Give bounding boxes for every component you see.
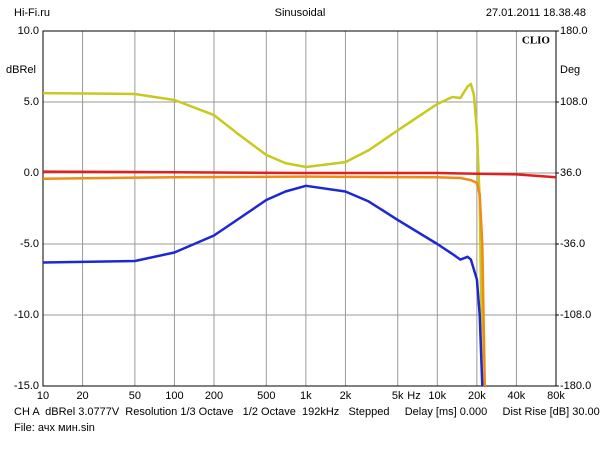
x-tick-label: 20k	[468, 390, 486, 402]
x-tick-label: 50	[129, 390, 141, 402]
x-tick-label: 10	[37, 390, 49, 402]
y2-tick-label: 36.0	[560, 167, 581, 179]
footer-line: File: ачх мин.sin	[14, 422, 95, 434]
series-line	[43, 184, 484, 386]
x-tick-label: 5k	[392, 390, 404, 402]
x-tick-label: 80k	[547, 390, 565, 402]
x-tick-label: 500	[257, 390, 275, 402]
y-tick-label: -15.0	[14, 380, 39, 392]
x-tick-label: 200	[205, 390, 223, 402]
x-tick-label: 10k	[428, 390, 446, 402]
y2-axis-label: Deg	[560, 64, 580, 76]
y2-tick-label: -36.0	[560, 238, 585, 250]
y2-tick-label: 108.0	[560, 96, 588, 108]
series-line	[43, 170, 556, 179]
footer-line: CH A dBRel 3.0777V Resolution 1/3 Octave…	[14, 406, 600, 418]
y-tick-label: 10.0	[18, 25, 39, 37]
plot-frame	[42, 30, 557, 387]
chart-title: Sinusoidal	[275, 7, 326, 19]
header-left: Hi-Fi.ru	[14, 7, 50, 19]
y-tick-label: 5.0	[24, 96, 39, 108]
x-tick-label: 100	[165, 390, 183, 402]
y-tick-label: -5.0	[20, 238, 39, 250]
x-tick-label: 20	[76, 390, 88, 402]
x-unit: Hz	[407, 390, 420, 402]
x-tick-label: 40k	[508, 390, 526, 402]
y-tick-label: 0.0	[24, 167, 39, 179]
x-tick-label: 2k	[340, 390, 352, 402]
y2-tick-label: 180.0	[560, 25, 588, 37]
series-line	[43, 82, 484, 386]
brand: CLIO	[522, 35, 551, 47]
series-line	[43, 175, 487, 386]
y-tick-label: -10.0	[14, 309, 39, 321]
header-right: 27.01.2011 18.38.48	[486, 7, 586, 19]
y2-tick-label: -180.0	[560, 380, 591, 392]
y2-tick-label: -108.0	[560, 309, 591, 321]
x-tick-label: 1k	[300, 390, 312, 402]
y-axis-label: dBRel	[6, 64, 36, 76]
